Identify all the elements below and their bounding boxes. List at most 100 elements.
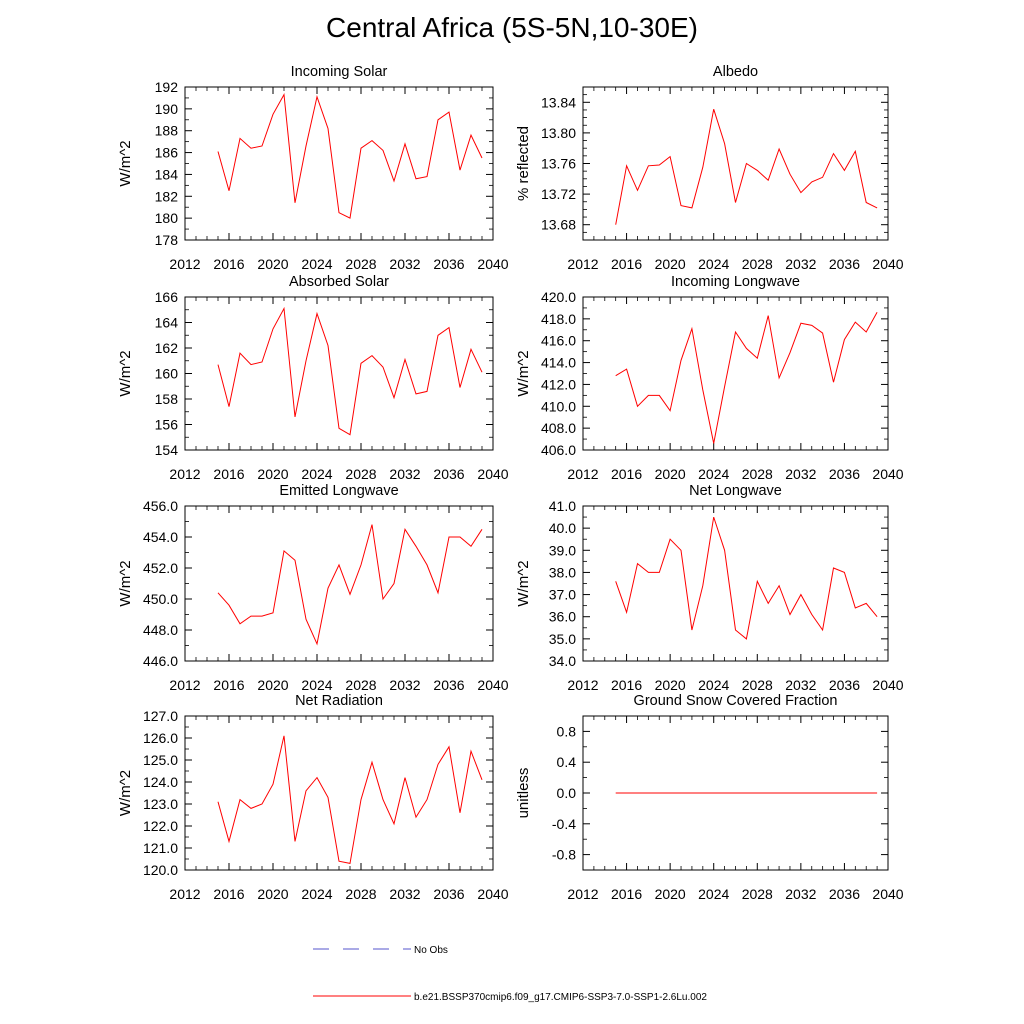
x-tick-label: 2036 bbox=[829, 886, 860, 902]
series-line bbox=[615, 312, 878, 444]
y-tick-label: -0.8 bbox=[552, 847, 576, 863]
series-line bbox=[217, 306, 483, 436]
panel-title: Ground Snow Covered Fraction bbox=[634, 693, 838, 709]
y-tick-label: 406.0 bbox=[541, 442, 576, 458]
x-tick-label: 2016 bbox=[213, 677, 244, 693]
x-tick-label: 2024 bbox=[301, 677, 332, 693]
x-tick-label: 2012 bbox=[567, 886, 598, 902]
y-tick-label: 158 bbox=[155, 391, 179, 407]
chart-panel-3: Absorbed Solar W/m^2 2012 2016 2020 2024 2028 2… bbox=[117, 274, 509, 482]
x-tick-label: 2024 bbox=[301, 466, 332, 482]
y-tick-label: 180 bbox=[155, 210, 179, 226]
x-tick-label: 2036 bbox=[829, 256, 860, 272]
x-tick-label: 2016 bbox=[611, 256, 642, 272]
x-tick-label: 2032 bbox=[389, 677, 420, 693]
y-tick-label: 182 bbox=[155, 188, 179, 204]
x-tick-label: 2032 bbox=[785, 677, 816, 693]
x-tick-label: 2032 bbox=[389, 256, 420, 272]
y-tick-label: 166 bbox=[155, 289, 179, 305]
x-tick-label: 2036 bbox=[433, 256, 464, 272]
x-tick-label: 2016 bbox=[611, 677, 642, 693]
series-line bbox=[217, 524, 483, 646]
y-tick-label: 38.0 bbox=[549, 564, 576, 580]
y-tick-label: 13.76 bbox=[541, 156, 576, 172]
x-tick-label: 2012 bbox=[169, 886, 200, 902]
y-tick-label: 154 bbox=[155, 442, 179, 458]
x-tick-label: 2040 bbox=[477, 886, 508, 902]
x-tick-label: 2012 bbox=[567, 677, 598, 693]
y-tick-label: 160 bbox=[155, 366, 179, 382]
y-tick-label: 164 bbox=[155, 315, 179, 331]
x-tick-label: 2028 bbox=[742, 677, 773, 693]
y-tick-label: 122.0 bbox=[143, 818, 178, 834]
y-tick-label: 450.0 bbox=[143, 591, 178, 607]
x-tick-label: 2036 bbox=[829, 466, 860, 482]
chart-panel-6: Net Longwave W/m^2 2012 2016 2020 2024 2028 203… bbox=[515, 483, 904, 693]
y-axis-label: W/m^2 bbox=[117, 770, 134, 816]
x-tick-label: 2028 bbox=[345, 677, 376, 693]
panel-title: Net Longwave bbox=[689, 483, 782, 499]
y-tick-label: 420.0 bbox=[541, 289, 576, 305]
plot-frame bbox=[582, 296, 889, 451]
y-tick-label: 125.0 bbox=[143, 752, 178, 768]
y-tick-label: 452.0 bbox=[143, 560, 178, 576]
legend-label-model: b.e21.BSSP370cmip6.f09_g17.CMIP6-SSP3-7.… bbox=[414, 992, 707, 1003]
chart-panel-7: Net Radiation W/m^2 2012 2016 2020 2024 2028 20… bbox=[117, 693, 509, 902]
y-tick-label: 39.0 bbox=[549, 542, 576, 558]
y-tick-label: 35.0 bbox=[549, 631, 576, 647]
x-tick-label: 2028 bbox=[742, 466, 773, 482]
plot-frame bbox=[184, 86, 494, 241]
x-tick-label: 2016 bbox=[611, 886, 642, 902]
y-tick-label: 13.84 bbox=[541, 94, 576, 110]
y-axis-label: unitless bbox=[515, 768, 532, 819]
x-tick-label: 2020 bbox=[257, 886, 288, 902]
y-tick-label: 186 bbox=[155, 145, 179, 161]
panel-title: Incoming Longwave bbox=[671, 274, 800, 290]
x-tick-label: 2020 bbox=[655, 677, 686, 693]
y-tick-label: 190 bbox=[155, 101, 179, 117]
y-tick-label: 414.0 bbox=[541, 355, 576, 371]
y-axis-label: W/m^2 bbox=[117, 560, 134, 606]
y-tick-label: 408.0 bbox=[541, 420, 576, 436]
chart-panel-8: Ground Snow Covered Fraction unitless 2012… bbox=[515, 693, 904, 902]
series-line bbox=[217, 735, 483, 864]
panel-title: Net Radiation bbox=[295, 693, 383, 709]
x-tick-label: 2040 bbox=[872, 677, 903, 693]
x-tick-label: 2036 bbox=[433, 677, 464, 693]
y-tick-label: 0.8 bbox=[557, 723, 577, 739]
x-tick-label: 2020 bbox=[257, 256, 288, 272]
y-tick-label: 446.0 bbox=[143, 653, 178, 669]
y-tick-label: 156 bbox=[155, 417, 179, 433]
legend-label-no-obs: No Obs bbox=[414, 945, 448, 956]
y-tick-label: 13.72 bbox=[541, 186, 576, 202]
x-tick-label: 2040 bbox=[872, 466, 903, 482]
x-tick-label: 2032 bbox=[389, 466, 420, 482]
x-tick-label: 2020 bbox=[257, 677, 288, 693]
x-tick-label: 2016 bbox=[611, 466, 642, 482]
x-tick-label: 2016 bbox=[213, 256, 244, 272]
y-tick-label: 184 bbox=[155, 166, 179, 182]
chart-panel-4: Incoming Longwave W/m^2 2012 2016 2020 2024 20… bbox=[515, 274, 904, 482]
y-tick-label: 448.0 bbox=[143, 622, 178, 638]
x-tick-label: 2012 bbox=[567, 256, 598, 272]
plot-frame bbox=[184, 505, 494, 662]
y-tick-label: 162 bbox=[155, 340, 179, 356]
y-tick-label: 418.0 bbox=[541, 311, 576, 327]
x-tick-label: 2032 bbox=[785, 466, 816, 482]
y-tick-label: 120.0 bbox=[143, 862, 178, 878]
x-tick-label: 2032 bbox=[389, 886, 420, 902]
x-tick-label: 2028 bbox=[742, 256, 773, 272]
x-tick-label: 2036 bbox=[433, 466, 464, 482]
x-tick-label: 2012 bbox=[169, 256, 200, 272]
y-tick-label: 192 bbox=[155, 79, 179, 95]
y-tick-label: 178 bbox=[155, 232, 179, 248]
panel-title: Albedo bbox=[713, 64, 758, 80]
panel-title: Absorbed Solar bbox=[289, 274, 389, 290]
x-tick-label: 2040 bbox=[477, 256, 508, 272]
y-tick-label: 37.0 bbox=[549, 587, 576, 603]
x-tick-label: 2016 bbox=[213, 886, 244, 902]
x-tick-label: 2020 bbox=[655, 466, 686, 482]
y-axis-label: W/m^2 bbox=[515, 350, 532, 396]
y-tick-label: 0.0 bbox=[557, 785, 577, 801]
